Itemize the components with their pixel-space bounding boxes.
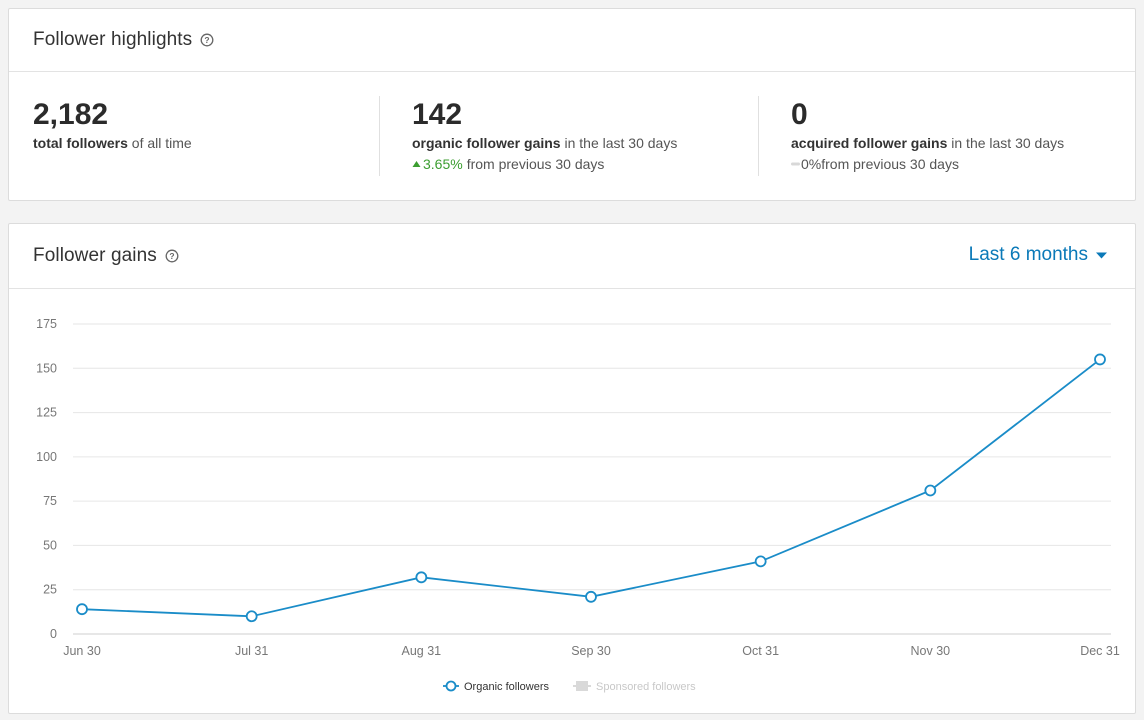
- caret-down-icon: [1096, 252, 1107, 258]
- acquired-change-text: from previous 30 days: [821, 156, 959, 172]
- time-range-dropdown[interactable]: Last 6 months: [969, 244, 1107, 266]
- x-tick-label: Aug 31: [402, 644, 442, 658]
- help-icon[interactable]: ?: [200, 33, 214, 47]
- data-point[interactable]: [585, 590, 597, 603]
- total-followers-stat: 2,182 total followers of all time: [33, 96, 192, 151]
- y-tick-label: 50: [43, 538, 57, 552]
- x-tick-label: Oct 31: [742, 644, 779, 658]
- highlights-header: Follower highlights ?: [9, 9, 1135, 72]
- organic-gains-stat: 142 organic follower gains in the last 3…: [412, 96, 677, 172]
- neutral-dash-icon: [791, 162, 800, 166]
- acquired-change-value: 0%: [801, 156, 822, 172]
- total-followers-label: total followers of all time: [33, 135, 192, 151]
- organic-gains-label: organic follower gains in the last 30 da…: [412, 135, 678, 151]
- follower-gains-card: Follower gains ? Last 6 months 0 25 50 75 10…: [8, 223, 1136, 714]
- time-range-label: Last 6 months: [968, 244, 1088, 265]
- x-tick-label: Sep 30: [571, 644, 611, 658]
- legend-organic-marker: [445, 680, 457, 692]
- x-tick-label: Jul 31: [235, 644, 268, 658]
- follower-highlights-card: Follower highlights ? 2,182 total follow…: [8, 8, 1136, 201]
- y-tick-label: 25: [43, 583, 57, 597]
- gains-title: Follower gains: [33, 245, 157, 266]
- legend-sponsored-label[interactable]: Sponsored followers: [596, 681, 696, 693]
- follower-gains-chart: 0 25 50 75 100 125 150 175 Jun 30 Jul 31 Aug 31 Sep…: [36, 317, 1120, 693]
- organic-gains-change: 3.65% from previous 30 days: [412, 156, 677, 172]
- data-point[interactable]: [415, 571, 428, 584]
- organic-change-text: from previous 30 days: [466, 156, 605, 172]
- acquired-gains-stat: 0 acquired follower gains in the last 30…: [791, 96, 1064, 172]
- y-tick-label: 75: [43, 494, 57, 508]
- x-tick-label: Nov 30: [911, 644, 951, 658]
- svg-text:?: ?: [205, 35, 210, 45]
- acquired-gains-label: acquired follower gains in the last 30 d…: [791, 135, 1065, 151]
- series-line: [81, 358, 1101, 618]
- data-point[interactable]: [1094, 353, 1106, 366]
- x-tick-label: Jun 30: [63, 644, 101, 658]
- divider: [758, 96, 759, 176]
- legend-organic-label[interactable]: Organic followers: [464, 681, 549, 693]
- data-point[interactable]: [924, 484, 937, 497]
- svg-text:?: ?: [169, 251, 174, 261]
- total-followers-value: 2,182: [33, 98, 109, 131]
- data-point[interactable]: [245, 610, 258, 623]
- y-tick-label: 0: [50, 627, 57, 641]
- y-tick-label: 100: [36, 450, 57, 464]
- data-point[interactable]: [76, 603, 88, 616]
- gains-header: Follower gains ? Last 6 months: [9, 224, 1135, 289]
- acquired-gains-value: 0: [791, 98, 808, 131]
- y-tick-label: 150: [36, 361, 57, 375]
- organic-gains-value: 142: [412, 98, 463, 131]
- x-tick-label: Dec 31: [1080, 644, 1120, 658]
- triangle-up-icon: [412, 161, 421, 167]
- y-tick-label: 175: [36, 317, 57, 331]
- help-icon[interactable]: ?: [165, 249, 179, 263]
- acquired-gains-change: 0% from previous 30 days: [791, 156, 1064, 172]
- organic-change-value: 3.65%: [423, 156, 463, 172]
- y-tick-label: 125: [36, 406, 57, 420]
- divider: [379, 96, 380, 176]
- data-point[interactable]: [754, 555, 767, 568]
- highlights-stats: 2,182 total followers of all time 142 or…: [9, 72, 1135, 201]
- highlights-title: Follower highlights: [33, 29, 193, 50]
